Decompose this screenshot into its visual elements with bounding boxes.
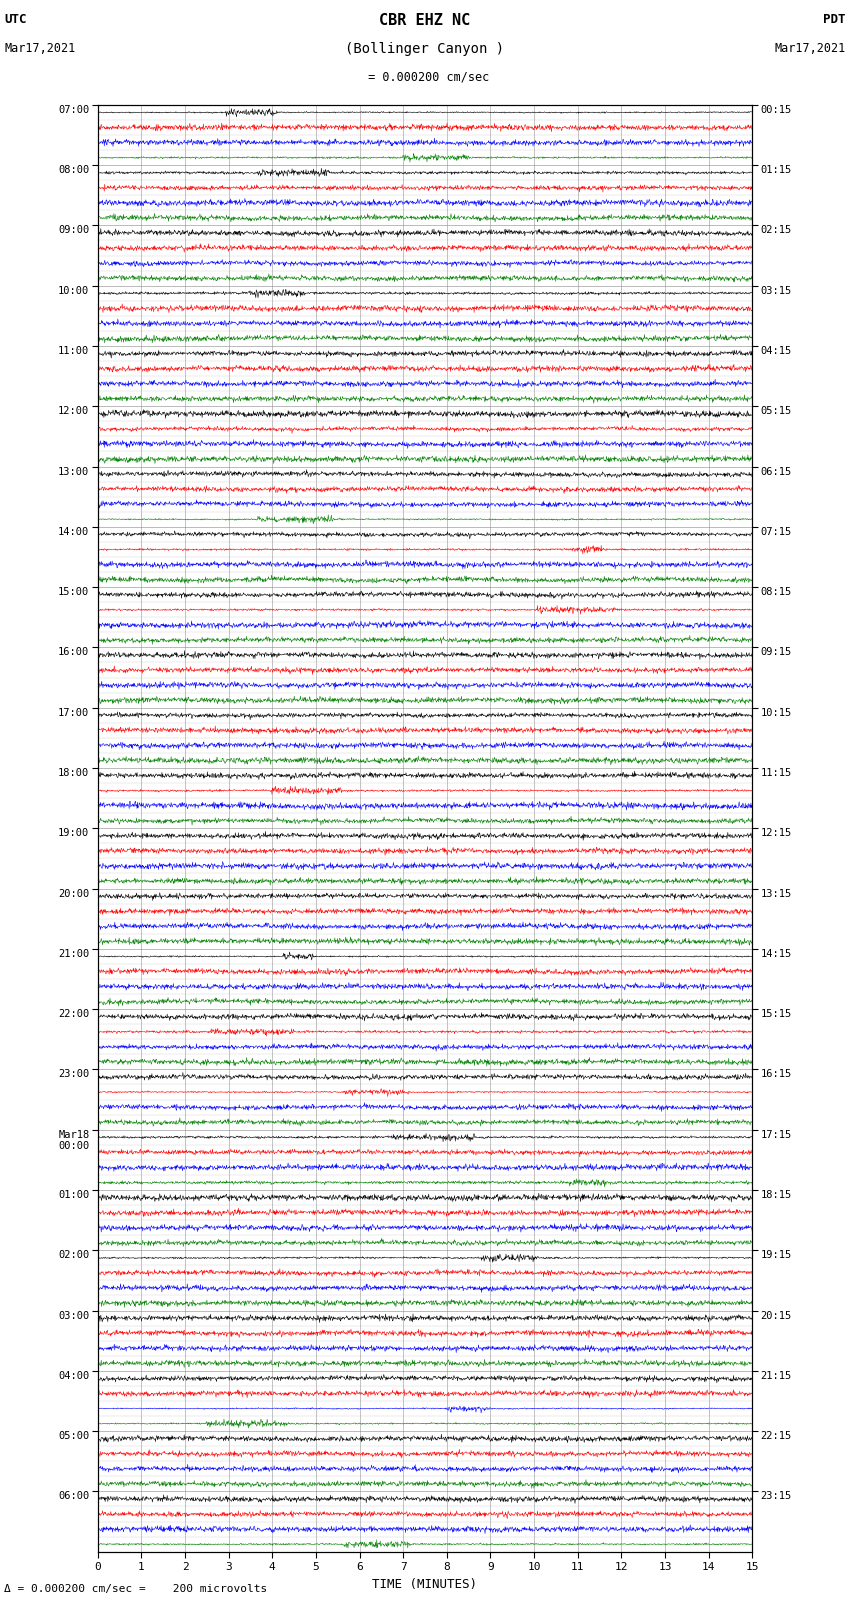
Text: Δ = 0.000200 cm/sec =    200 microvolts: Δ = 0.000200 cm/sec = 200 microvolts	[4, 1584, 268, 1594]
Text: Mar17,2021: Mar17,2021	[774, 42, 846, 55]
X-axis label: TIME (MINUTES): TIME (MINUTES)	[372, 1578, 478, 1590]
Text: Mar17,2021: Mar17,2021	[4, 42, 76, 55]
Text: PDT: PDT	[824, 13, 846, 26]
Text: = 0.000200 cm/sec: = 0.000200 cm/sec	[361, 71, 489, 84]
Text: (Bollinger Canyon ): (Bollinger Canyon )	[345, 42, 505, 56]
Text: CBR EHZ NC: CBR EHZ NC	[379, 13, 471, 27]
Text: UTC: UTC	[4, 13, 26, 26]
